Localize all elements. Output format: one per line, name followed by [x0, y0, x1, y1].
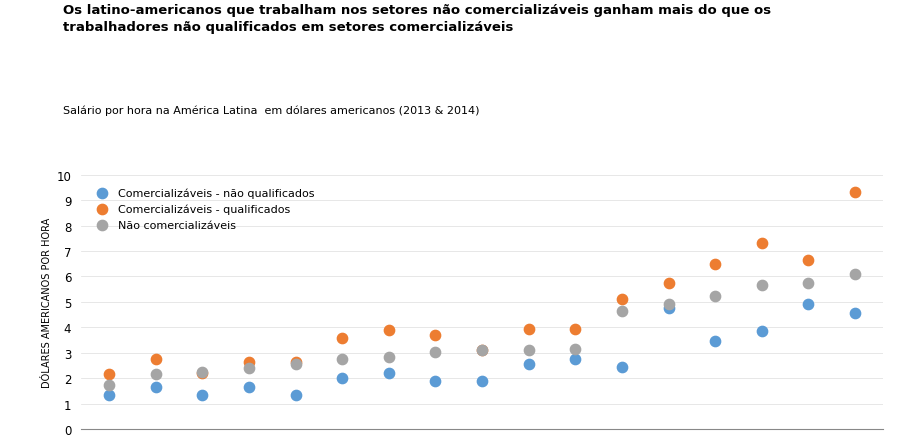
Comercializáveis - não qualificados [241, 384, 256, 391]
Não comercializáveis [848, 271, 862, 278]
Comercializáveis - qualificados [754, 240, 769, 247]
Não comercializáveis [661, 301, 676, 308]
Comercializáveis - não qualificados [614, 364, 629, 371]
Comercializáveis - não qualificados [149, 384, 163, 391]
Comercializáveis - não qualificados [335, 375, 350, 382]
Não comercializáveis [708, 293, 723, 300]
Comercializáveis - não qualificados [848, 310, 862, 317]
Comercializáveis - qualificados [568, 325, 582, 332]
Comercializáveis - qualificados [382, 327, 396, 334]
Comercializáveis - não qualificados [382, 370, 396, 377]
Comercializáveis - não qualificados [801, 301, 815, 308]
Não comercializáveis [382, 353, 396, 360]
Legend: Comercializáveis - não qualificados, Comercializáveis - qualificados, Não comerc: Comercializáveis - não qualificados, Com… [86, 183, 319, 235]
Comercializáveis - qualificados [102, 371, 116, 378]
Comercializáveis - não qualificados [428, 378, 442, 385]
Não comercializáveis [475, 347, 489, 354]
Não comercializáveis [522, 347, 536, 354]
Text: Os latino-americanos que trabalham nos setores não comercializáveis ganham mais : Os latino-americanos que trabalham nos s… [63, 4, 771, 34]
Comercializáveis - não qualificados [475, 378, 489, 385]
Não comercializáveis [149, 371, 163, 378]
Y-axis label: DÓLARES AMERICANOS POR HORA: DÓLARES AMERICANOS POR HORA [42, 217, 52, 387]
Não comercializáveis [241, 365, 256, 372]
Não comercializáveis [196, 369, 210, 376]
Comercializáveis - qualificados [428, 332, 442, 339]
Comercializáveis - não qualificados [568, 356, 582, 363]
Comercializáveis - não qualificados [522, 361, 536, 368]
Comercializáveis - qualificados [708, 261, 723, 268]
Comercializáveis - qualificados [241, 358, 256, 365]
Comercializáveis - qualificados [801, 257, 815, 264]
Comercializáveis - não qualificados [708, 338, 723, 345]
Comercializáveis - não qualificados [102, 392, 116, 399]
Não comercializáveis [614, 307, 629, 314]
Comercializáveis - qualificados [288, 358, 303, 365]
Comercializáveis - não qualificados [196, 392, 210, 399]
Comercializáveis - qualificados [475, 347, 489, 354]
Não comercializáveis [288, 361, 303, 368]
Não comercializáveis [754, 282, 769, 289]
Comercializáveis - não qualificados [754, 328, 769, 335]
Comercializáveis - qualificados [149, 356, 163, 363]
Text: Salário por hora na América Latina  em dólares americanos (2013 & 2014): Salário por hora na América Latina em dó… [63, 105, 479, 116]
Não comercializáveis [428, 348, 442, 355]
Comercializáveis - qualificados [196, 370, 210, 377]
Não comercializáveis [801, 279, 815, 286]
Comercializáveis - qualificados [848, 190, 862, 197]
Comercializáveis - não qualificados [661, 305, 676, 312]
Comercializáveis - qualificados [614, 296, 629, 303]
Comercializáveis - qualificados [335, 334, 350, 341]
Não comercializáveis [568, 346, 582, 353]
Comercializáveis - qualificados [661, 279, 676, 286]
Não comercializáveis [335, 356, 350, 363]
Comercializáveis - não qualificados [288, 392, 303, 399]
Comercializáveis - qualificados [522, 325, 536, 332]
Não comercializáveis [102, 381, 116, 388]
